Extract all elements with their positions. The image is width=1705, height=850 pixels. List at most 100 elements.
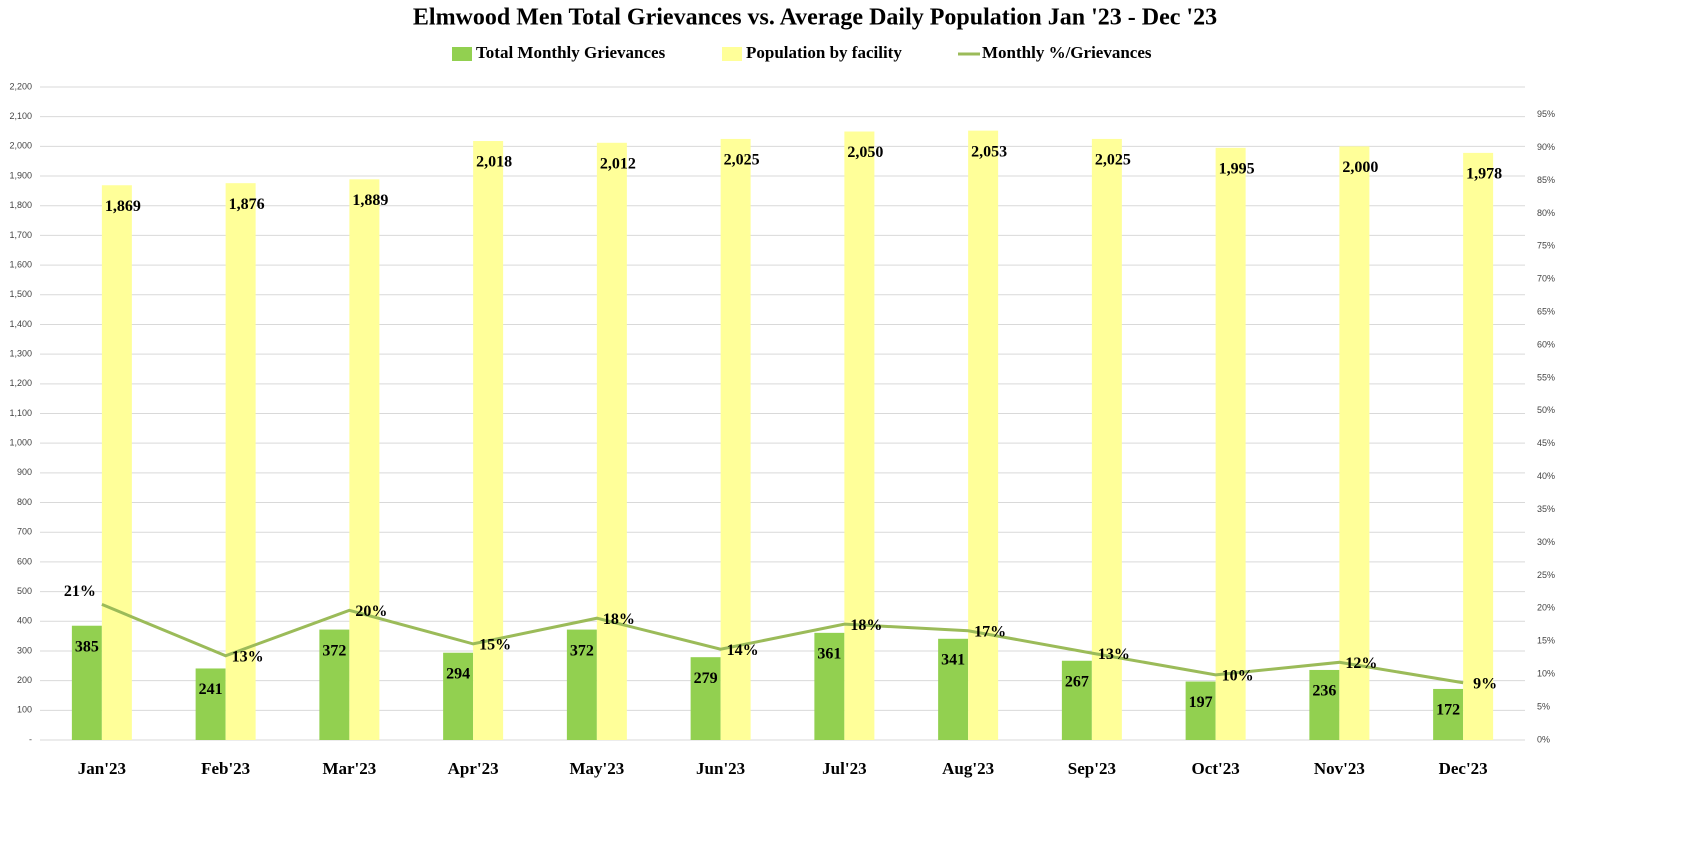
legend-label: Monthly %/Grievances bbox=[982, 43, 1152, 62]
data-label: 279 bbox=[694, 670, 718, 687]
data-label: 2,025 bbox=[1095, 152, 1131, 169]
y2-tick-label: 45% bbox=[1537, 438, 1555, 448]
data-label: 341 bbox=[941, 651, 965, 668]
y-tick-label: 1,200 bbox=[9, 378, 32, 388]
data-label: 2,012 bbox=[600, 155, 636, 172]
bar bbox=[938, 638, 969, 740]
y2-tick-label: 20% bbox=[1537, 603, 1555, 613]
y-tick-label: 2,200 bbox=[9, 81, 32, 91]
y-tick-label: 300 bbox=[17, 645, 32, 655]
y-tick-label: 1,600 bbox=[9, 259, 32, 269]
bar bbox=[968, 130, 999, 741]
y2-tick-label: 75% bbox=[1537, 241, 1555, 251]
y-tick-label: 600 bbox=[17, 556, 32, 566]
x-tick-label: Sep'23 bbox=[1068, 759, 1116, 778]
bar bbox=[814, 632, 845, 740]
bar bbox=[690, 657, 721, 740]
y-tick-label: - bbox=[29, 734, 32, 744]
y2-tick-label: 10% bbox=[1537, 669, 1555, 679]
y2-tick-label: 90% bbox=[1537, 142, 1555, 152]
data-label: 385 bbox=[75, 638, 99, 655]
y2-tick-label: 85% bbox=[1537, 175, 1555, 185]
y-tick-label: 2,000 bbox=[9, 141, 32, 151]
data-label: 1,889 bbox=[352, 192, 388, 209]
data-label: 17% bbox=[974, 623, 1006, 640]
y-tick-label: 1,100 bbox=[9, 408, 32, 418]
y2-tick-label: 35% bbox=[1537, 504, 1555, 514]
y-tick-label: 700 bbox=[17, 527, 32, 537]
x-tick-label: Jul'23 bbox=[822, 759, 866, 778]
data-label: 1,995 bbox=[1219, 161, 1255, 178]
y2-tick-label: 50% bbox=[1537, 405, 1555, 415]
x-tick-label: Aug'23 bbox=[942, 759, 994, 778]
y-tick-label: 1,300 bbox=[9, 349, 32, 359]
bar bbox=[101, 185, 132, 740]
y2-tick-label: 25% bbox=[1537, 570, 1555, 580]
x-tick-label: Dec'23 bbox=[1439, 759, 1488, 778]
bar bbox=[596, 142, 627, 740]
data-label: 1,869 bbox=[105, 198, 141, 215]
bar bbox=[349, 179, 380, 741]
x-tick-label: Oct'23 bbox=[1192, 759, 1240, 778]
data-label: 13% bbox=[1098, 646, 1130, 663]
y2-tick-label: 80% bbox=[1537, 208, 1555, 218]
x-tick-label: Jun'23 bbox=[696, 759, 745, 778]
data-label: 197 bbox=[1189, 694, 1213, 711]
data-label: 2,018 bbox=[476, 154, 512, 171]
line bbox=[101, 603, 1464, 685]
data-label: 18% bbox=[603, 611, 635, 628]
data-label: 10% bbox=[1222, 668, 1254, 685]
bar bbox=[1339, 146, 1370, 740]
data-label: 294 bbox=[446, 665, 470, 682]
data-label: 15% bbox=[479, 637, 511, 654]
y-tick-label: 2,100 bbox=[9, 111, 32, 121]
data-label: 20% bbox=[355, 603, 387, 620]
data-label: 2,025 bbox=[724, 152, 760, 169]
x-tick-label: Nov'23 bbox=[1314, 759, 1365, 778]
y2-tick-label: 30% bbox=[1537, 537, 1555, 547]
y2-tick-label: 95% bbox=[1537, 109, 1555, 119]
y-tick-label: 100 bbox=[17, 705, 32, 715]
data-label: 372 bbox=[570, 642, 594, 659]
y-tick-label: 400 bbox=[17, 616, 32, 626]
data-label: 267 bbox=[1065, 673, 1089, 690]
y2-tick-label: 0% bbox=[1537, 734, 1550, 744]
data-label: 12% bbox=[1345, 655, 1377, 672]
y-tick-label: 500 bbox=[17, 586, 32, 596]
y2-tick-label: 70% bbox=[1537, 274, 1555, 284]
data-label: 2,000 bbox=[1342, 159, 1378, 176]
legend-swatch bbox=[722, 47, 742, 61]
y-tick-label: 1,900 bbox=[9, 170, 32, 180]
bar bbox=[844, 131, 875, 741]
bar bbox=[1185, 681, 1216, 740]
data-label: 2,053 bbox=[971, 143, 1007, 160]
data-label: 1,876 bbox=[229, 196, 265, 213]
y-tick-label: 1,700 bbox=[9, 230, 32, 240]
bar bbox=[1061, 660, 1092, 740]
data-label: 13% bbox=[232, 648, 264, 665]
data-label: 21% bbox=[64, 583, 96, 600]
x-tick-label: Apr'23 bbox=[448, 759, 499, 778]
y2-tick-label: 5% bbox=[1537, 701, 1550, 711]
data-label: 241 bbox=[199, 681, 223, 698]
data-label: 236 bbox=[1312, 683, 1336, 700]
x-tick-label: Jan'23 bbox=[78, 759, 126, 778]
bar bbox=[1463, 152, 1494, 741]
x-tick-label: Mar'23 bbox=[322, 759, 376, 778]
y-tick-label: 900 bbox=[17, 467, 32, 477]
data-label: 2,050 bbox=[847, 144, 883, 161]
y-tick-label: 800 bbox=[17, 497, 32, 507]
bar bbox=[1215, 147, 1246, 741]
chart-title: Elmwood Men Total Grievances vs. Average… bbox=[413, 5, 1217, 31]
y-tick-label: 1,500 bbox=[9, 289, 32, 299]
bar bbox=[1309, 669, 1340, 740]
data-label: 18% bbox=[850, 617, 882, 634]
data-label: 361 bbox=[817, 646, 841, 663]
y2-tick-label: 60% bbox=[1537, 339, 1555, 349]
y-tick-label: 200 bbox=[17, 675, 32, 685]
bar bbox=[443, 652, 474, 740]
bar bbox=[71, 625, 102, 740]
data-label: 172 bbox=[1436, 702, 1460, 719]
bar bbox=[566, 629, 597, 740]
